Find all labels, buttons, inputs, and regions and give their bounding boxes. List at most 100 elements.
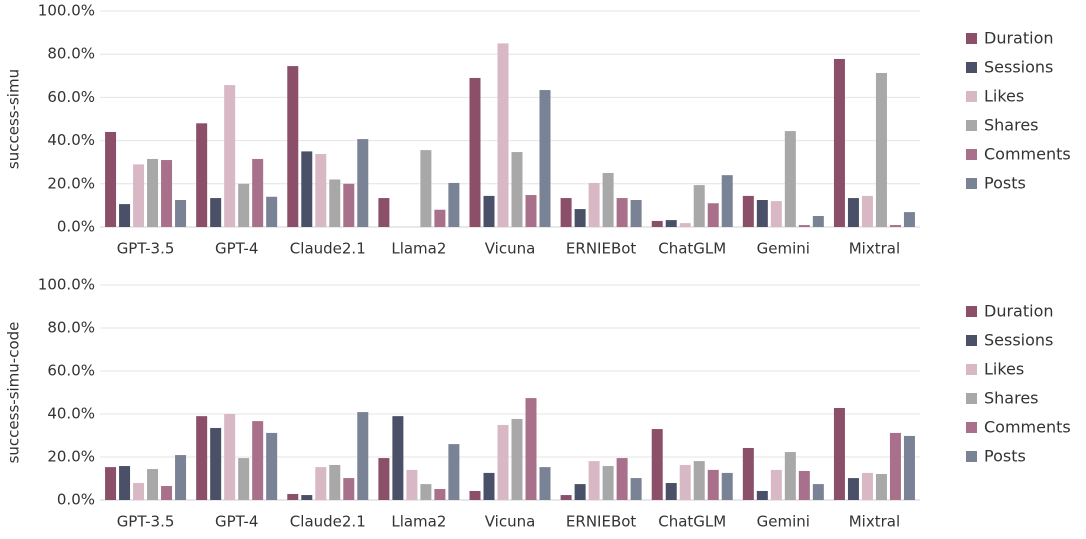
y-tick-label: 20.0% — [47, 448, 95, 466]
bar — [770, 469, 782, 500]
bar — [315, 153, 327, 227]
bar — [861, 472, 873, 500]
bar — [511, 152, 523, 227]
legend-label: Comments — [984, 418, 1071, 437]
bar — [756, 490, 768, 500]
y-tick-label: 60.0% — [47, 362, 95, 380]
bar — [287, 66, 299, 227]
bar — [301, 495, 313, 500]
x-tick-label: Mixtral — [849, 240, 900, 258]
bar — [560, 495, 572, 500]
bar — [651, 429, 663, 500]
bar — [378, 458, 390, 500]
y-tick-label: 40.0% — [47, 131, 95, 149]
bar — [252, 421, 264, 500]
bar — [119, 204, 131, 227]
x-tick-label: Vicuna — [485, 513, 536, 531]
legend-swatch — [966, 149, 977, 160]
legend-swatch — [966, 33, 977, 44]
bar — [511, 418, 523, 500]
bar — [343, 478, 355, 500]
bar — [238, 458, 250, 500]
bar — [469, 490, 481, 500]
bar — [175, 200, 187, 227]
y-tick-label: 100.0% — [38, 276, 95, 294]
y-tick-label: 60.0% — [47, 88, 95, 106]
legend-label: Duration — [984, 29, 1054, 48]
bar — [161, 160, 173, 227]
bar — [707, 203, 719, 227]
bar — [616, 458, 628, 500]
legend-label: Shares — [984, 116, 1039, 135]
bar — [588, 182, 600, 227]
bar — [539, 467, 551, 500]
legend-label: Likes — [984, 87, 1024, 106]
bar — [238, 183, 250, 227]
x-tick-label: Claude2.1 — [290, 240, 366, 258]
x-tick-label: Gemini — [757, 240, 810, 258]
bar — [798, 225, 810, 227]
x-tick-label: Llama2 — [391, 513, 446, 531]
bar — [742, 195, 754, 227]
x-tick-label: GPT-3.5 — [117, 513, 175, 531]
legend-swatch — [966, 335, 977, 346]
bar — [434, 209, 446, 227]
bar — [812, 484, 824, 500]
bar — [147, 158, 159, 227]
bar — [266, 196, 278, 227]
y-tick-label: 20.0% — [47, 174, 95, 192]
bar — [483, 195, 495, 227]
bar — [665, 483, 677, 500]
bar — [903, 435, 915, 500]
x-tick-label: Llama2 — [391, 240, 446, 258]
bar — [525, 195, 537, 227]
bar — [889, 432, 901, 500]
bar — [497, 424, 509, 500]
bar — [406, 469, 418, 500]
legend-swatch — [966, 120, 977, 131]
bar — [252, 158, 264, 227]
bar — [679, 464, 691, 500]
bar — [903, 212, 915, 227]
y-tick-label: 40.0% — [47, 405, 95, 423]
bar — [574, 484, 586, 500]
bar — [119, 466, 131, 500]
legend-swatch — [966, 178, 977, 189]
legend-label: Sessions — [984, 58, 1053, 77]
legend-swatch — [966, 364, 977, 375]
bar — [784, 131, 796, 227]
y-tick-label: 100.0% — [38, 2, 95, 20]
x-tick-label: Mixtral — [849, 513, 900, 531]
legend-label: Sessions — [984, 331, 1053, 350]
bar — [329, 179, 341, 227]
bar — [329, 464, 341, 500]
bar — [105, 467, 117, 500]
bar — [161, 486, 173, 500]
legend-swatch — [966, 62, 977, 73]
bar — [693, 185, 705, 227]
bar — [721, 175, 733, 227]
bar — [679, 223, 691, 227]
x-tick-label: ERNIEBot — [566, 513, 636, 531]
bar — [875, 473, 887, 500]
legend-label: Likes — [984, 360, 1024, 379]
bar — [861, 195, 873, 227]
bar — [602, 173, 614, 227]
bar — [315, 467, 327, 500]
bar — [847, 478, 859, 500]
bar — [651, 220, 663, 227]
legend-swatch — [966, 306, 977, 317]
bar — [357, 412, 369, 500]
bar — [224, 85, 236, 227]
y-axis-label: success-simu — [5, 69, 23, 169]
x-tick-label: GPT-4 — [215, 513, 258, 531]
bar — [105, 131, 117, 227]
bar — [707, 469, 719, 500]
bar — [483, 472, 495, 500]
x-tick-label: ChatGLM — [658, 240, 726, 258]
bar — [833, 407, 845, 500]
bar — [133, 483, 145, 500]
bar — [693, 461, 705, 500]
bar — [434, 489, 446, 500]
